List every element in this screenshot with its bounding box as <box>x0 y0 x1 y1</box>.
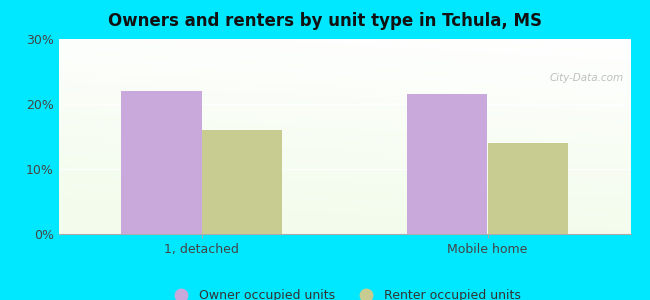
Text: City-Data.com: City-Data.com <box>549 73 623 83</box>
Bar <box>122 91 202 234</box>
Text: Owners and renters by unit type in Tchula, MS: Owners and renters by unit type in Tchul… <box>108 12 542 30</box>
Bar <box>202 130 281 234</box>
Bar <box>488 143 567 234</box>
Legend: Owner occupied units, Renter occupied units: Owner occupied units, Renter occupied un… <box>162 283 526 300</box>
Bar <box>408 94 488 234</box>
